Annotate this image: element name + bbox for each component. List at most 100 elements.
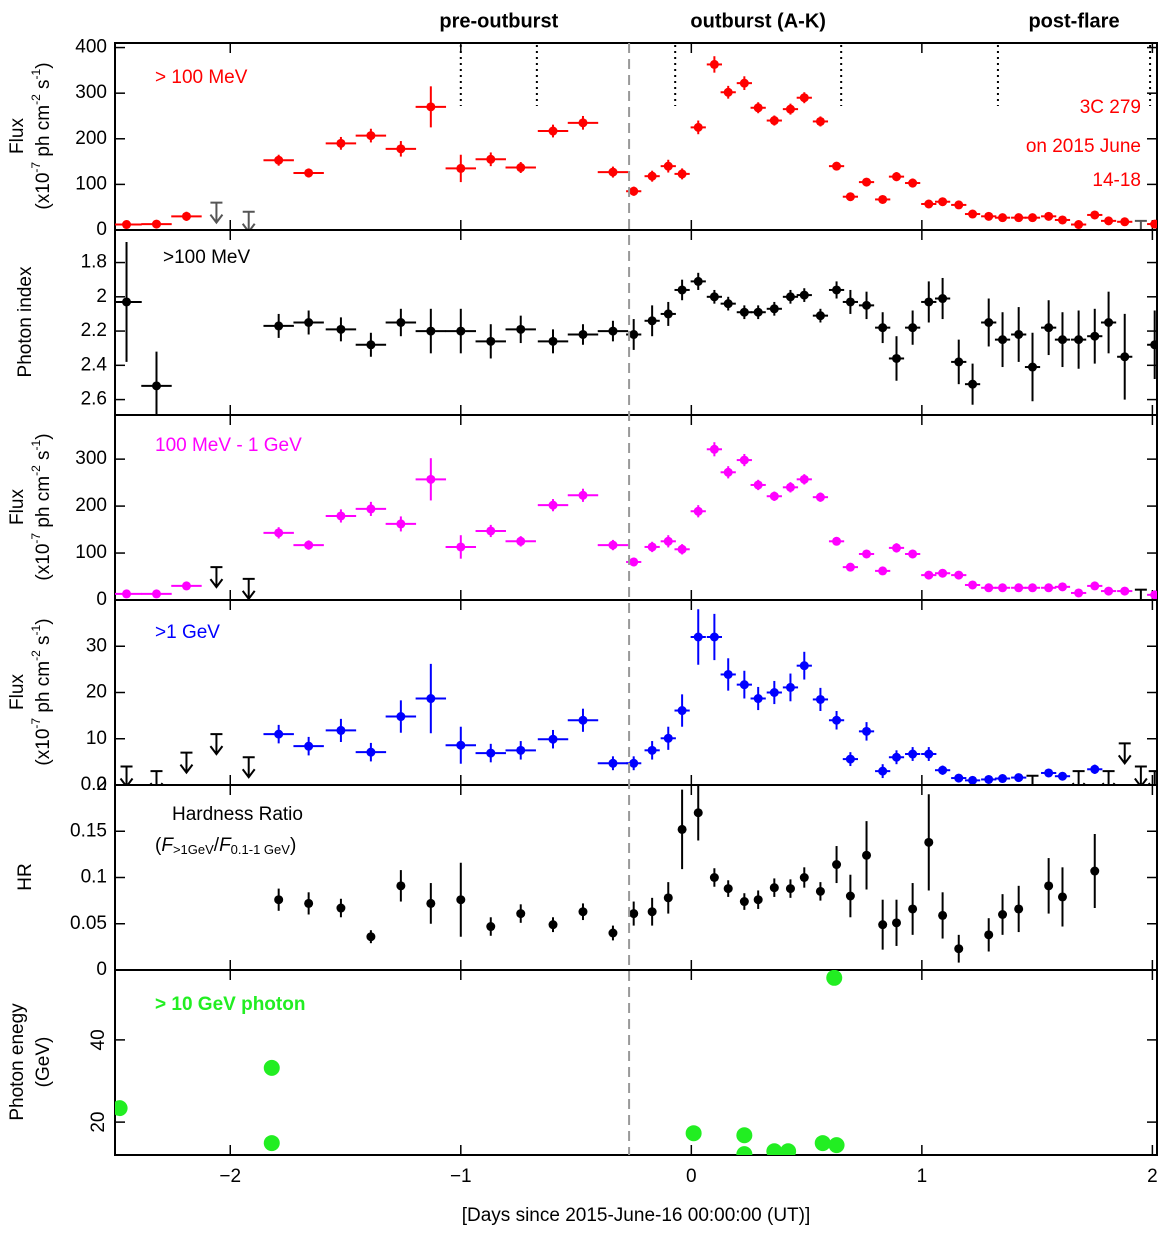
unit-exponent: -7 bbox=[29, 162, 43, 173]
panel-label: >100 MeV bbox=[163, 247, 250, 268]
data-point bbox=[769, 883, 779, 893]
data-point bbox=[753, 694, 763, 704]
data-point bbox=[924, 297, 934, 307]
upper-limit-arrow bbox=[209, 202, 224, 225]
data-point bbox=[663, 536, 673, 546]
unit-exponent: -7 bbox=[29, 718, 43, 729]
data-point bbox=[1057, 215, 1067, 225]
y-tick-label: 0 bbox=[96, 959, 107, 980]
data-point bbox=[1057, 892, 1067, 902]
y-tick-label: 100 bbox=[75, 542, 107, 563]
data-point bbox=[815, 116, 825, 126]
data-point bbox=[799, 290, 809, 300]
data-point bbox=[908, 749, 918, 759]
data-point bbox=[908, 904, 918, 914]
y-axis-label: Flux bbox=[7, 489, 28, 525]
data-point bbox=[892, 172, 901, 182]
data-point bbox=[456, 895, 466, 905]
data-point bbox=[274, 895, 284, 905]
data-point bbox=[862, 726, 872, 736]
upper-limit-arrow bbox=[1031, 775, 1034, 785]
photon-point bbox=[814, 1135, 831, 1152]
data-point bbox=[1090, 866, 1100, 876]
data-point bbox=[1104, 318, 1114, 327]
data-point bbox=[456, 326, 466, 336]
upper-limit-arrow bbox=[209, 734, 224, 756]
photon-point bbox=[736, 1146, 753, 1155]
data-point bbox=[878, 766, 888, 776]
data-point bbox=[892, 353, 901, 363]
data-point bbox=[709, 873, 719, 882]
data-point bbox=[1120, 352, 1130, 362]
data-point bbox=[769, 491, 779, 501]
formula-part: F bbox=[161, 835, 174, 856]
data-point bbox=[151, 381, 161, 391]
data-point bbox=[832, 161, 842, 171]
data-point bbox=[396, 318, 406, 327]
data-point bbox=[1057, 335, 1067, 345]
data-point bbox=[1074, 220, 1084, 230]
y-axis-unit: (GeV) bbox=[33, 1037, 54, 1088]
data-point bbox=[426, 102, 436, 112]
unit-part: s bbox=[33, 79, 54, 94]
data-point bbox=[693, 276, 703, 286]
data-point bbox=[924, 199, 934, 209]
data-point bbox=[954, 570, 964, 580]
panel-data bbox=[115, 442, 1157, 600]
y-tick-label: 0 bbox=[96, 774, 107, 795]
data-point bbox=[629, 758, 639, 768]
panel-label: 100 MeV - 1 GeV bbox=[155, 435, 302, 456]
data-point bbox=[647, 316, 657, 326]
unit-part: ph cm bbox=[33, 105, 54, 162]
y-tick-label: 20 bbox=[86, 682, 107, 703]
data-point bbox=[1014, 583, 1024, 593]
data-point bbox=[366, 932, 376, 942]
data-point bbox=[396, 712, 406, 722]
data-point bbox=[608, 758, 618, 768]
data-point bbox=[578, 118, 588, 128]
data-point bbox=[924, 837, 934, 847]
data-point bbox=[968, 379, 978, 389]
data-point bbox=[968, 775, 978, 785]
data-point bbox=[739, 897, 749, 907]
data-point bbox=[878, 920, 888, 930]
x-tick-label: 0 bbox=[686, 1166, 697, 1187]
upper-limit-arrow bbox=[119, 766, 134, 785]
data-point bbox=[892, 543, 901, 553]
data-point bbox=[998, 335, 1008, 345]
data-point bbox=[862, 549, 872, 559]
data-point bbox=[723, 467, 733, 477]
data-point bbox=[723, 669, 733, 679]
data-point bbox=[1028, 213, 1038, 223]
data-point bbox=[845, 562, 855, 572]
data-point bbox=[336, 903, 346, 913]
panel-data bbox=[119, 609, 1157, 785]
data-point bbox=[968, 580, 978, 590]
data-point bbox=[892, 752, 901, 762]
data-point bbox=[954, 773, 964, 783]
photon-point bbox=[736, 1127, 753, 1144]
source-label: 3C 279 bbox=[1080, 97, 1141, 118]
data-point bbox=[608, 540, 618, 550]
upper-limit-arrow bbox=[149, 771, 164, 785]
data-point bbox=[629, 557, 639, 567]
y-tick-label: 100 bbox=[75, 173, 107, 194]
data-point bbox=[709, 292, 719, 302]
data-point bbox=[1104, 586, 1114, 596]
data-point bbox=[1104, 216, 1114, 226]
panel-frame bbox=[114, 229, 1158, 416]
x-tick-label: −1 bbox=[450, 1166, 472, 1187]
unit-part: s bbox=[33, 450, 54, 465]
data-point bbox=[1090, 581, 1100, 591]
unit-exponent: -1 bbox=[29, 68, 43, 79]
source-label: on 2015 June bbox=[1026, 136, 1141, 157]
data-point bbox=[336, 511, 346, 521]
data-point bbox=[677, 169, 687, 179]
data-point bbox=[753, 307, 763, 317]
data-point bbox=[456, 163, 466, 173]
y-tick-label: 2 bbox=[96, 286, 107, 307]
panel-label: > 10 GeV photon bbox=[155, 994, 305, 1015]
panel-data bbox=[115, 970, 845, 1155]
data-point bbox=[366, 340, 376, 350]
data-point bbox=[1150, 219, 1157, 229]
